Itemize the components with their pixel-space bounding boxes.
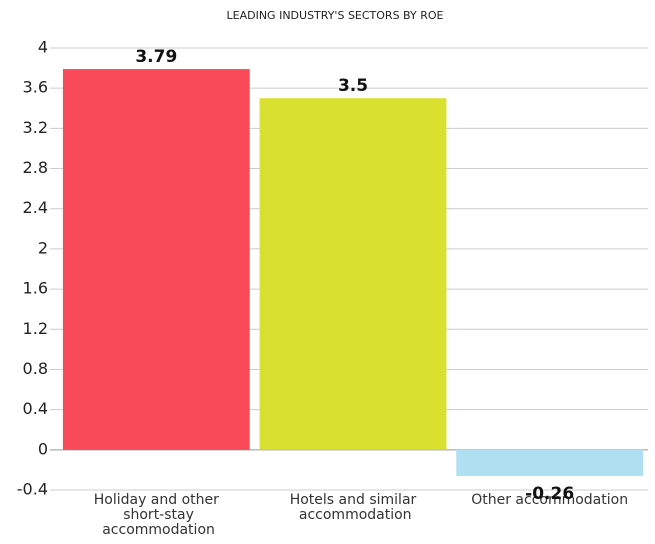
y-tick-label: 3.6 [23,78,48,97]
y-tick-label: 1.2 [23,319,48,338]
x-tick-label: Other accommodation [471,492,628,508]
y-tick-label: 2.8 [23,158,48,177]
value-label: 3.5 [338,76,368,96]
y-tick-label: 4 [38,38,48,57]
y-tick-label: 0.8 [23,359,48,378]
bar [259,98,447,450]
value-label: 3.79 [135,47,177,67]
y-tick-label: 3.2 [23,118,48,137]
y-tick-label: 2 [38,238,48,257]
y-tick-label: 2.4 [23,198,48,217]
y-tick-label: 0.4 [23,399,48,418]
y-tick-label: 0 [38,439,48,458]
bar [62,69,250,450]
x-tick-label: Holiday and other short-stay accommodati… [94,492,219,538]
chart-title: LEADING INDUSTRY'S SECTORS BY ROE [227,9,444,22]
y-tick-label: 1.6 [23,279,48,298]
x-tick-label: Hotels and similar accommodation [290,492,417,523]
value-label: -0.26 [525,484,574,504]
bar [456,449,644,476]
y-tick-label: -0.4 [17,480,48,499]
